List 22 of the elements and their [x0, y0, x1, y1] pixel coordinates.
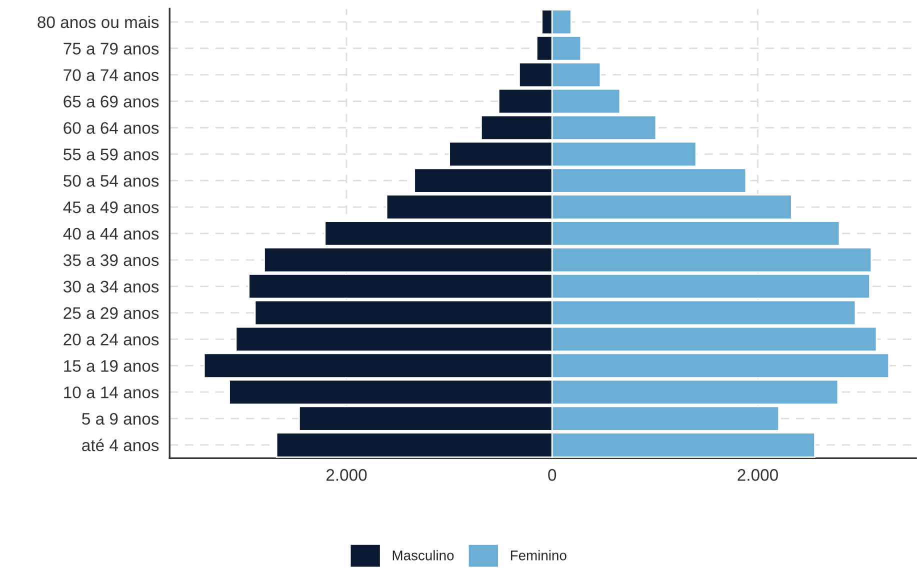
y-tick-label: 70 a 74 anos — [64, 69, 159, 82]
x-tick-label: 0 — [548, 469, 556, 481]
y-tick-label: 60 a 64 anos — [64, 122, 159, 134]
y-tick-label: 80 anos ou mais — [38, 16, 159, 28]
y-tick-label: 30 a 34 anos — [63, 280, 159, 293]
y-tick-label: 40 a 44 anos — [63, 228, 159, 240]
y-tick-label: 50 a 54 anos — [64, 174, 159, 187]
y-tick-label: 75 a 79 anos — [64, 42, 159, 55]
y-tick-label: 20 a 24 anos — [64, 334, 159, 346]
legend-label: Feminino — [510, 550, 566, 560]
y-tick-label: 35 a 39 anos — [63, 254, 159, 266]
y-tick-label: 5 a 9 anos — [82, 412, 159, 425]
y-tick-label: 45 a 49 anos — [63, 201, 159, 214]
x-tick-label: 2.000 — [738, 469, 778, 481]
legend-label: Masculino — [392, 550, 454, 560]
y-tick-label: 25 a 29 anos — [64, 307, 159, 319]
y-tick-label: 10 a 14 anos — [64, 386, 159, 398]
y-tick-label: 15 a 19 anos — [64, 360, 159, 372]
y-tick-label: até 4 anos — [82, 438, 159, 452]
x-tick-label: 2.000 — [326, 469, 367, 481]
y-tick-label: 55 a 59 anos — [64, 148, 159, 160]
y-tick-label: 65 a 69 anos — [64, 96, 159, 108]
